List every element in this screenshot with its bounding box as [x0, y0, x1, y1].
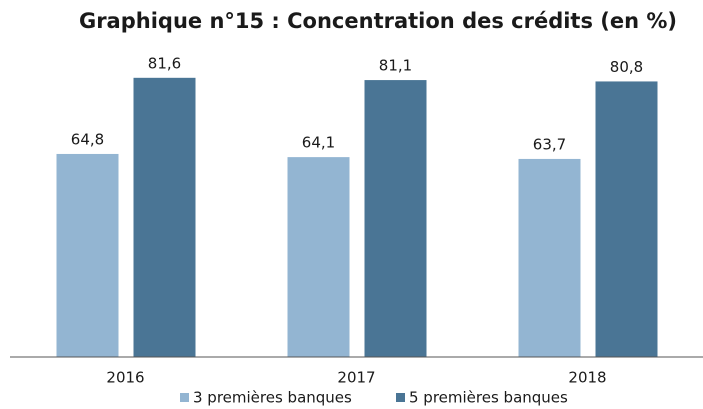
bar	[287, 157, 350, 357]
value-label: 81,1	[379, 57, 412, 75]
value-label: 81,6	[148, 54, 181, 72]
legend-label: 3 premières banques	[193, 389, 352, 407]
legend-swatch	[180, 393, 189, 402]
chart-title: Graphique n°15 : Concentration des crédi…	[79, 9, 677, 33]
bar	[595, 81, 658, 357]
bar	[56, 153, 119, 357]
bar	[133, 77, 196, 358]
x-tick-label: 2017	[337, 369, 375, 387]
value-label: 64,8	[71, 130, 104, 148]
value-label: 64,1	[302, 134, 335, 152]
bar	[364, 80, 427, 357]
bar	[518, 158, 581, 357]
legend-swatch	[396, 393, 405, 402]
value-label: 63,7	[533, 135, 566, 153]
x-tick-label: 2016	[106, 369, 144, 387]
value-label: 80,8	[610, 58, 643, 76]
legend-label: 5 premières banques	[409, 389, 568, 407]
x-tick-label: 2018	[568, 369, 606, 387]
